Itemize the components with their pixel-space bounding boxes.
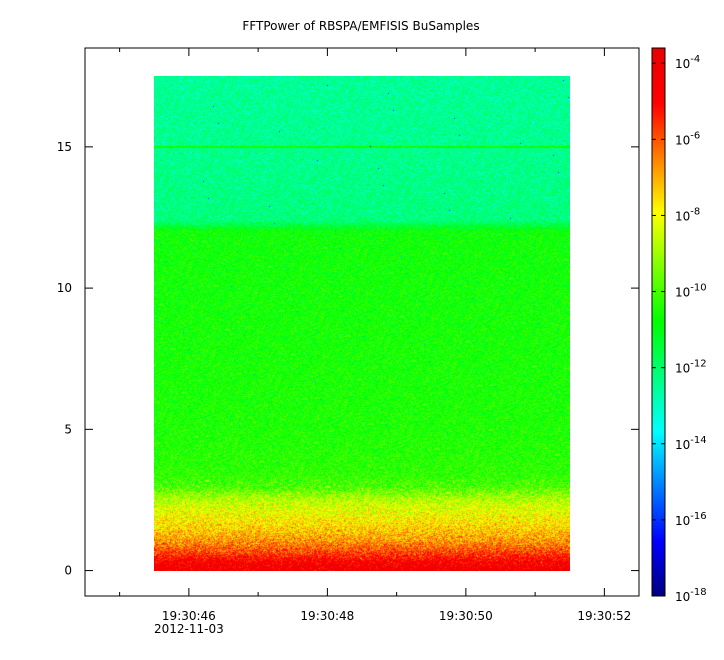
spectrogram-image-container bbox=[154, 76, 570, 571]
chart-title: FFTPower of RBSPA/EMFISIS BuSamples bbox=[242, 19, 479, 33]
x-tick-label: 19:30:46 bbox=[162, 609, 216, 623]
colorbar-axis: 10-4 10-6 10-8 10-10 10-12 10-14 10-16 10-18 bbox=[652, 54, 707, 604]
colorbar-tick-label: 10-14 bbox=[675, 435, 707, 452]
y-tick-label: 0 bbox=[64, 564, 72, 578]
x-tick-label: 19:30:48 bbox=[300, 609, 354, 623]
y-axis: 0 5 10 15 bbox=[57, 140, 639, 578]
spectrogram-image bbox=[154, 76, 570, 571]
colorbar-container bbox=[652, 48, 665, 596]
colorbar-tick-label: 10-4 bbox=[675, 54, 700, 71]
y-tick-label: 10 bbox=[57, 281, 72, 295]
y-tick-label: 5 bbox=[64, 422, 72, 436]
x-tick-label: 19:30:50 bbox=[439, 609, 493, 623]
colorbar-tick-label: 10-6 bbox=[675, 130, 700, 147]
colorbar-tick-label: 10-12 bbox=[675, 359, 707, 376]
colorbar-tick-label: 10-10 bbox=[675, 283, 707, 300]
x-axis-date-label: 2012-11-03 bbox=[154, 622, 224, 636]
x-tick-label: 19:30:52 bbox=[577, 609, 631, 623]
colorbar-tick-label: 10-16 bbox=[675, 511, 707, 528]
colorbar-tick-label: 10-8 bbox=[675, 206, 700, 223]
y-tick-label: 15 bbox=[57, 140, 72, 154]
x-axis: 19:30:46 19:30:48 19:30:50 19:30:52 bbox=[119, 48, 631, 623]
colorbar-tick-label: 10-18 bbox=[675, 587, 707, 604]
colorbar-gradient bbox=[652, 48, 665, 596]
colorbar-frame bbox=[651, 47, 666, 597]
